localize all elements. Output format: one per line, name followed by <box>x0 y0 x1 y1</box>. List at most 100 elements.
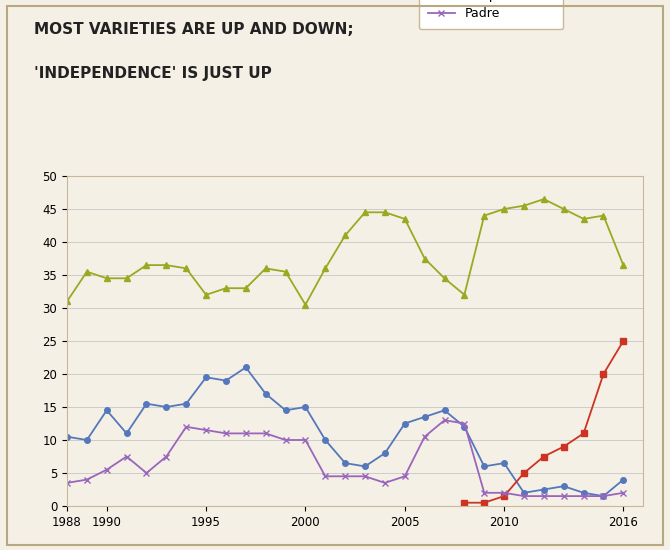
Padre <box>281 437 289 443</box>
Butte <box>580 490 588 496</box>
Padre <box>500 490 508 496</box>
Text: MOST VARIETIES ARE UP AND DOWN;: MOST VARIETIES ARE UP AND DOWN; <box>34 22 353 37</box>
Butte <box>302 404 310 410</box>
Nonpareil <box>242 285 250 292</box>
Butte <box>222 377 230 384</box>
Nonpareil <box>281 268 289 275</box>
Nonpareil <box>143 262 151 268</box>
Butte <box>63 433 71 440</box>
Nonpareil <box>341 232 349 239</box>
Padre <box>460 420 468 427</box>
Butte <box>322 437 330 443</box>
Padre <box>520 493 528 499</box>
Nonpareil <box>619 262 627 268</box>
Butte <box>619 476 627 483</box>
Butte <box>123 430 131 437</box>
Butte <box>262 390 270 397</box>
Nonpareil <box>322 265 330 272</box>
Padre <box>182 424 190 430</box>
Butte <box>540 486 548 493</box>
Line: Butte: Butte <box>64 365 626 499</box>
Butte <box>421 414 429 420</box>
Butte <box>381 450 389 456</box>
Padre <box>242 430 250 437</box>
Padre <box>202 427 210 433</box>
Padre <box>559 493 567 499</box>
Padre <box>540 493 548 499</box>
Nonpareil <box>262 265 270 272</box>
Padre <box>123 453 131 460</box>
Padre <box>262 430 270 437</box>
Nonpareil <box>600 212 608 219</box>
Nonpareil <box>361 209 369 216</box>
Nonpareil <box>83 268 91 275</box>
Nonpareil <box>440 275 448 282</box>
Butte <box>440 407 448 414</box>
Butte <box>460 424 468 430</box>
Butte <box>480 463 488 470</box>
Padre <box>440 417 448 424</box>
Butte <box>143 400 151 407</box>
Line: Independence: Independence <box>462 338 626 505</box>
Padre <box>143 470 151 476</box>
Nonpareil <box>460 292 468 298</box>
Line: Padre: Padre <box>64 417 626 499</box>
Nonpareil <box>421 255 429 262</box>
Padre <box>580 493 588 499</box>
Independence <box>600 371 608 377</box>
Independence <box>619 338 627 344</box>
Padre <box>401 473 409 480</box>
Padre <box>162 453 170 460</box>
Nonpareil <box>540 196 548 202</box>
Padre <box>600 493 608 499</box>
Independence <box>500 493 508 499</box>
Butte <box>182 400 190 407</box>
Legend: Butte, Independence, Nonpareil, Padre: Butte, Independence, Nonpareil, Padre <box>419 0 563 29</box>
Nonpareil <box>182 265 190 272</box>
Independence <box>460 499 468 506</box>
Butte <box>401 420 409 427</box>
Padre <box>103 466 111 473</box>
Padre <box>421 433 429 440</box>
Independence <box>480 499 488 506</box>
Padre <box>63 480 71 486</box>
Nonpareil <box>401 216 409 222</box>
Nonpareil <box>103 275 111 282</box>
Padre <box>222 430 230 437</box>
Butte <box>103 407 111 414</box>
Nonpareil <box>559 206 567 212</box>
Padre <box>341 473 349 480</box>
Nonpareil <box>302 301 310 308</box>
Independence <box>540 453 548 460</box>
Independence <box>559 443 567 450</box>
Padre <box>83 476 91 483</box>
Butte <box>341 460 349 466</box>
Nonpareil <box>520 202 528 209</box>
Padre <box>480 490 488 496</box>
Butte <box>242 364 250 371</box>
Butte <box>361 463 369 470</box>
Text: 'INDEPENDENCE' IS JUST UP: 'INDEPENDENCE' IS JUST UP <box>34 66 271 81</box>
Nonpareil <box>480 212 488 219</box>
Padre <box>302 437 310 443</box>
Butte <box>162 404 170 410</box>
Nonpareil <box>222 285 230 292</box>
Butte <box>559 483 567 490</box>
Nonpareil <box>202 292 210 298</box>
Nonpareil <box>381 209 389 216</box>
Padre <box>619 490 627 496</box>
Nonpareil <box>500 206 508 212</box>
Padre <box>322 473 330 480</box>
Butte <box>600 493 608 499</box>
Independence <box>520 470 528 476</box>
Line: Nonpareil: Nonpareil <box>64 196 626 307</box>
Butte <box>83 437 91 443</box>
Butte <box>202 374 210 381</box>
Nonpareil <box>63 298 71 305</box>
Padre <box>381 480 389 486</box>
Butte <box>500 460 508 466</box>
Butte <box>520 490 528 496</box>
Nonpareil <box>580 216 588 222</box>
Nonpareil <box>123 275 131 282</box>
Butte <box>281 407 289 414</box>
